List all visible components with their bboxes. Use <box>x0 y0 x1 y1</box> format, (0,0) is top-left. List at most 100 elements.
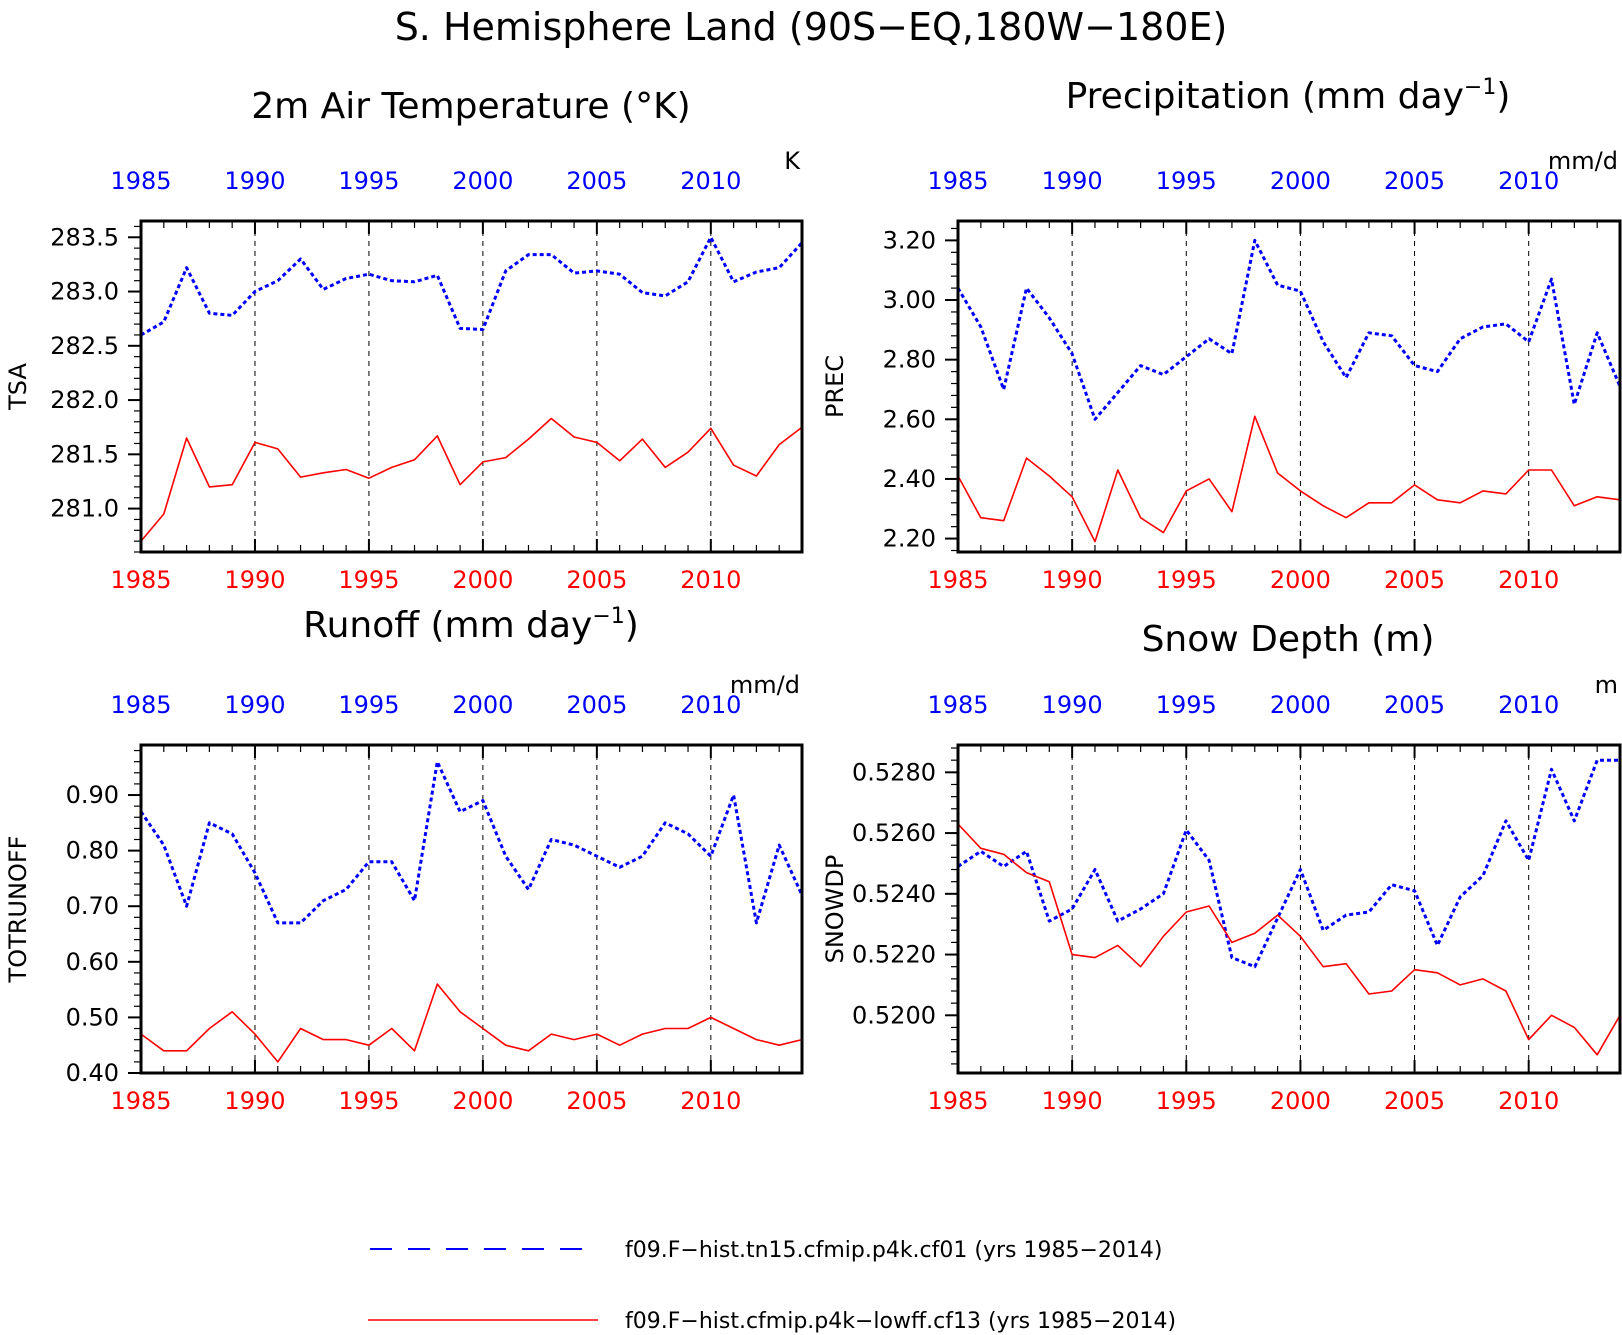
x-tick-label-bottom: 2010 <box>680 566 741 594</box>
y-tick-label: 0.90 <box>66 781 119 809</box>
x-tick-label-bottom: 2005 <box>566 566 627 594</box>
panel-1: 2m Air Temperature (°K) K TSA 1985 1985 1990 1… <box>4 86 804 594</box>
x-tick-label-top: 2010 <box>680 691 741 719</box>
y-axis-label: TSA <box>4 363 32 411</box>
panel-4: Snow Depth (m) m SNOWDP 1985 1985 1990 1990 199… <box>821 619 1622 1115</box>
y-axis-label: TOTRUNOFF <box>4 836 32 984</box>
x-tick-label-top: 1995 <box>338 691 399 719</box>
x-tick-label-top: 2005 <box>566 691 627 719</box>
units-label: m <box>1595 671 1618 699</box>
x-tick-label-bottom: 2000 <box>452 1087 513 1115</box>
plot-frame <box>139 743 804 1075</box>
panel-title: 2m Air Temperature (°K) <box>251 86 690 127</box>
x-tick-label-top: 1985 <box>927 167 988 195</box>
x-tick-label-top: 2005 <box>566 167 627 195</box>
x-tick-label-top: 1995 <box>1156 167 1217 195</box>
y-tick-label: 0.50 <box>66 1003 119 1031</box>
units-label: mm/d <box>730 671 800 699</box>
x-tick-label-bottom: 2000 <box>1270 566 1331 594</box>
y-tick-label: 0.5200 <box>852 1001 936 1029</box>
series-line-case2 <box>140 983 803 1063</box>
x-tick-label-top: 2000 <box>1270 167 1331 195</box>
series-line-case2 <box>140 417 803 542</box>
y-axis-label: PREC <box>821 355 849 418</box>
y-tick-label: 0.5260 <box>852 819 936 847</box>
x-tick-label-bottom: 1990 <box>1042 1087 1103 1115</box>
plot-frame <box>139 219 804 554</box>
series-line-case2 <box>957 415 1621 543</box>
x-tick-label-top: 1990 <box>1042 691 1103 719</box>
y-tick-label: 2.20 <box>883 525 936 553</box>
y-tick-label: 2.40 <box>883 465 936 493</box>
panel-3: Runoff (mm day−1) mm/d TOTRUNOFF 1985 1985 19… <box>4 604 804 1115</box>
series-line-case1 <box>957 758 1620 969</box>
x-tick-label-top: 1985 <box>110 691 171 719</box>
y-tick-label: 2.60 <box>883 405 936 433</box>
x-tick-label-top: 1985 <box>110 167 171 195</box>
series-line-case1 <box>956 238 1622 421</box>
x-tick-label-bottom: 2010 <box>1498 566 1559 594</box>
x-tick-label-bottom: 1990 <box>224 1087 285 1115</box>
y-tick-label: 2.80 <box>883 346 936 374</box>
x-tick-label-top: 1985 <box>927 691 988 719</box>
y-tick-label: 0.5280 <box>852 758 936 786</box>
y-tick-label: 3.00 <box>883 286 936 314</box>
x-tick-label-bottom: 1985 <box>110 566 171 594</box>
y-tick-label: 0.5220 <box>852 941 936 969</box>
x-tick-label-top: 1990 <box>224 691 285 719</box>
x-tick-label-bottom: 1985 <box>927 566 988 594</box>
y-tick-label: 0.5240 <box>852 880 936 908</box>
series-line-case1 <box>140 235 804 337</box>
x-tick-label-bottom: 2005 <box>1384 566 1445 594</box>
x-tick-label-top: 2005 <box>1384 691 1445 719</box>
x-tick-label-top: 2000 <box>452 167 513 195</box>
y-tick-label: 282.5 <box>50 332 119 360</box>
y-tick-label: 0.70 <box>66 892 119 920</box>
x-tick-label-bottom: 1995 <box>1156 1087 1217 1115</box>
y-tick-label: 0.40 <box>66 1059 119 1087</box>
series-line-case1 <box>139 760 804 925</box>
x-tick-label-top: 1995 <box>338 167 399 195</box>
y-tick-label: 0.60 <box>66 948 119 976</box>
x-tick-label-top: 2010 <box>1498 691 1559 719</box>
plot-frame <box>956 219 1622 554</box>
x-tick-label-bottom: 2010 <box>680 1087 741 1115</box>
plot-frame <box>956 743 1622 1075</box>
panel-title: Runoff (mm day−1) <box>303 604 639 646</box>
series-line-case2 <box>957 823 1621 1056</box>
x-tick-label-bottom: 1985 <box>927 1087 988 1115</box>
legend: f09.F−hist.tn15.cfmip.p4k.cf01 (yrs 1985… <box>368 1238 1176 1334</box>
x-tick-label-bottom: 1990 <box>224 566 285 594</box>
x-tick-label-bottom: 1990 <box>1042 566 1103 594</box>
y-tick-label: 3.20 <box>883 226 936 254</box>
legend-label-case2: f09.F−hist.cfmip.p4k−lowff.cf13 (yrs 198… <box>625 1309 1176 1334</box>
x-tick-label-bottom: 2010 <box>1498 1087 1559 1115</box>
x-tick-label-bottom: 1985 <box>110 1087 171 1115</box>
panel-title: Precipitation (mm day−1) <box>1066 75 1511 117</box>
x-tick-label-bottom: 2005 <box>1384 1087 1445 1115</box>
x-tick-label-bottom: 2005 <box>566 1087 627 1115</box>
y-tick-label: 282.0 <box>50 386 119 414</box>
units-label: K <box>784 147 801 175</box>
x-tick-label-bottom: 2000 <box>1270 1087 1331 1115</box>
x-tick-label-bottom: 1995 <box>338 566 399 594</box>
panels: 2m Air Temperature (°K) K TSA 1985 1985 1990 1… <box>4 75 1622 1115</box>
x-tick-label-bottom: 1995 <box>1156 566 1217 594</box>
x-tick-label-bottom: 2000 <box>452 566 513 594</box>
y-tick-label: 0.80 <box>66 837 119 865</box>
legend-label-case1: f09.F−hist.tn15.cfmip.p4k.cf01 (yrs 1985… <box>625 1238 1162 1263</box>
x-tick-label-top: 2005 <box>1384 167 1445 195</box>
units-label: mm/d <box>1548 147 1618 175</box>
panel-title: Snow Depth (m) <box>1142 619 1435 660</box>
x-tick-label-top: 2010 <box>1498 167 1559 195</box>
x-tick-label-top: 1990 <box>224 167 285 195</box>
figure-title: S. Hemisphere Land (90S−EQ,180W−180E) <box>395 5 1228 49</box>
y-tick-label: 281.5 <box>50 440 119 468</box>
x-tick-label-top: 1990 <box>1042 167 1103 195</box>
panel-2: Precipitation (mm day−1) mm/d PREC 1985 1985… <box>821 75 1622 594</box>
x-tick-label-top: 2000 <box>1270 691 1331 719</box>
y-tick-label: 281.0 <box>50 495 119 523</box>
y-axis-label: SNOWDP <box>821 855 849 964</box>
y-tick-label: 283.0 <box>50 278 119 306</box>
